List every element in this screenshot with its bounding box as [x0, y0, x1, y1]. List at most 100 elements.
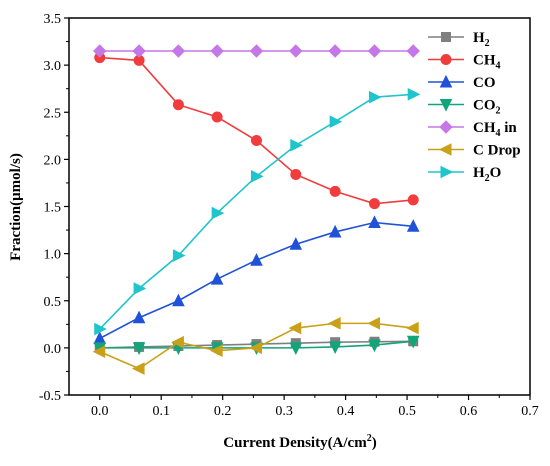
data-point: [367, 317, 380, 330]
data-point: [406, 219, 420, 232]
data-point: [171, 44, 186, 58]
legend-subscript: 4: [496, 61, 501, 72]
legend-name: CO: [473, 75, 496, 91]
legend-name: C Drop: [473, 143, 521, 159]
data-point: [328, 341, 342, 355]
data-point: [132, 342, 146, 355]
data-point: [94, 322, 107, 336]
legend-label: CH4 in: [473, 120, 517, 139]
x-tick-label: 0.6: [460, 404, 478, 419]
series-line: [99, 93, 414, 330]
data-point: [132, 310, 146, 324]
y-tick-label: 0.0: [44, 342, 62, 357]
legend-marker: [441, 32, 451, 42]
series-2: [93, 215, 420, 344]
series-layer: [92, 44, 421, 375]
legend-subscript: 2: [496, 106, 501, 117]
x-tick-label: 0.4: [337, 404, 355, 419]
data-point: [368, 198, 380, 210]
legend-entry: H2O: [428, 165, 501, 184]
axis-ticks: 0.0 0.1 0.2 0.3 0.4 0.5 0.6 0.7 -0.5 0.0 0.5 1.0 1.5…: [39, 12, 539, 419]
legend-suffix: in: [501, 120, 518, 136]
data-point: [329, 185, 341, 197]
legend-entry: C Drop: [428, 143, 521, 159]
x-tick-label: 0.3: [275, 404, 293, 419]
data-point: [406, 321, 419, 335]
series-line: [99, 221, 414, 340]
y-tick-label: 1.0: [44, 248, 62, 263]
legend-marker: [440, 54, 452, 65]
legend-label: CO2: [473, 98, 501, 117]
data-point: [328, 224, 342, 238]
y-tick-label: 0.5: [44, 295, 62, 310]
data-point: [131, 362, 145, 375]
legend-name: H: [473, 30, 485, 46]
data-point: [249, 341, 262, 355]
series-4: [93, 44, 420, 58]
data-point: [250, 253, 263, 266]
data-point: [289, 44, 303, 58]
legend-marker: [440, 165, 454, 179]
x-tick-label: 0.7: [521, 404, 539, 419]
data-point: [171, 335, 184, 349]
data-point: [290, 168, 302, 180]
data-point: [407, 194, 419, 206]
legend-label: CH4: [473, 53, 501, 72]
legend-marker: [439, 99, 453, 112]
legend-marker: [438, 143, 452, 156]
legend-label: H2: [473, 30, 490, 49]
data-point: [132, 44, 146, 58]
y-tick-label: 2.0: [44, 153, 62, 168]
legend-subscript: 2: [485, 173, 490, 184]
data-point: [406, 335, 420, 349]
data-point: [250, 170, 264, 183]
legend-entry: CH4: [428, 53, 501, 72]
y-axis-title: Fraction(μmol/s): [8, 153, 24, 261]
data-point: [328, 317, 341, 330]
data-point: [172, 99, 184, 111]
y-tick-label: 3.0: [44, 59, 62, 74]
data-point: [172, 249, 186, 262]
legend-label: H2O: [473, 165, 501, 184]
axis-titles: Current Density(A/cm2) Fraction(μmol/s): [8, 153, 377, 451]
x-tick-label: 0.1: [152, 404, 170, 419]
legend-entry: H2: [428, 30, 490, 49]
series-6: [94, 88, 421, 336]
legend-marker: [439, 120, 453, 134]
data-point: [289, 342, 303, 355]
data-point: [368, 339, 381, 353]
data-point: [92, 345, 106, 358]
legend-name: CH: [473, 120, 496, 136]
legend-entry: CO2: [428, 98, 501, 117]
data-point: [328, 44, 342, 58]
legend-marker: [439, 74, 453, 88]
legend-label: CO: [473, 75, 496, 91]
data-point: [211, 206, 225, 220]
data-point: [210, 44, 224, 58]
data-point: [288, 321, 302, 335]
data-point: [249, 44, 264, 58]
x-axis-title: Current Density(A/cm2): [223, 433, 376, 451]
data-point: [93, 44, 107, 58]
data-point: [133, 282, 147, 295]
y-tick-label: 3.5: [44, 12, 62, 27]
series-1: [94, 52, 419, 210]
legend-entry: CH4 in: [428, 120, 517, 139]
series-5: [92, 317, 419, 375]
legend-name: CH: [473, 53, 496, 69]
x-tick-label: 0.5: [398, 404, 416, 419]
x-tick-label: 0.2: [214, 404, 232, 419]
data-point: [210, 271, 224, 285]
y-tick-label: 2.5: [44, 106, 62, 121]
legend-label: C Drop: [473, 143, 521, 159]
data-point: [211, 111, 223, 123]
data-point: [172, 293, 185, 307]
y-tick-label: 1.5: [44, 201, 62, 216]
data-point: [406, 44, 420, 58]
data-point: [367, 44, 382, 58]
data-point: [289, 237, 303, 250]
x-tick-label: 0.0: [91, 404, 109, 419]
